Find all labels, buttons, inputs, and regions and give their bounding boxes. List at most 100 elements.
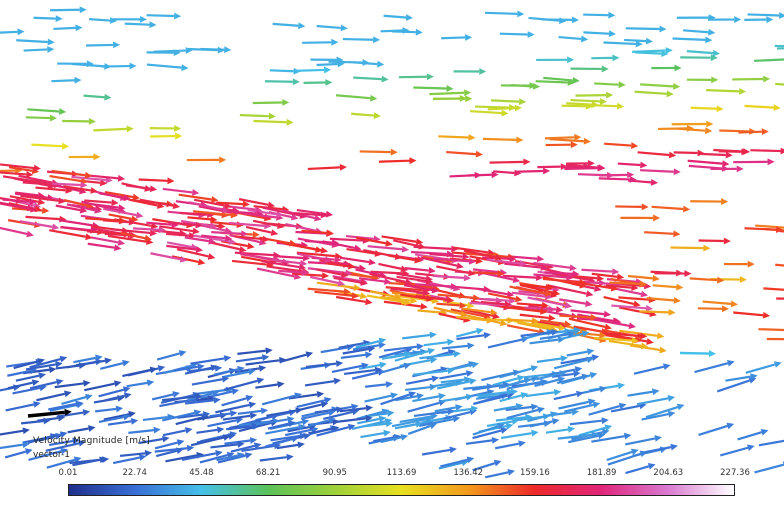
velocity-vector <box>394 347 436 362</box>
velocity-vector <box>307 287 352 295</box>
velocity-vector <box>640 82 681 90</box>
velocity-vector <box>606 448 639 462</box>
velocity-vector <box>166 244 204 253</box>
velocity-vector <box>381 235 424 246</box>
velocity-vector <box>412 367 455 376</box>
velocity-vector <box>76 357 113 367</box>
velocity-vector <box>119 449 153 457</box>
velocity-vector <box>690 105 724 113</box>
velocity-vector <box>758 328 784 332</box>
velocity-vector <box>210 441 245 449</box>
velocity-vector <box>53 24 83 32</box>
velocity-vector <box>307 163 347 171</box>
velocity-vector <box>278 269 310 277</box>
velocity-vector <box>69 456 110 465</box>
velocity-vector <box>68 153 101 161</box>
velocity-vector <box>499 392 529 403</box>
velocity-vector <box>222 412 258 421</box>
velocity-vector <box>690 198 729 205</box>
velocity-vector <box>237 407 269 415</box>
velocity-vector <box>611 304 654 312</box>
velocity-vector <box>238 198 276 209</box>
velocity-vector <box>149 125 182 132</box>
velocity-vector <box>190 355 232 365</box>
velocity-vector <box>196 426 225 434</box>
velocity-vector <box>2 198 37 206</box>
velocity-vector <box>725 373 758 382</box>
colorbar-tick-label: 204.63 <box>653 468 684 478</box>
velocity-vector <box>15 372 46 382</box>
velocity-vector <box>564 164 605 172</box>
velocity-vector <box>100 359 130 370</box>
velocity-vector <box>265 423 306 435</box>
velocity-vector <box>485 468 516 479</box>
velocity-vector <box>150 252 188 263</box>
velocity-vector <box>89 17 118 24</box>
velocity-vector <box>553 356 594 370</box>
velocity-vector <box>98 386 131 398</box>
velocity-vector <box>0 427 30 436</box>
velocity-vector <box>776 297 784 300</box>
colorbar-tick-label: 181.89 <box>586 468 617 478</box>
velocity-vector <box>536 56 575 64</box>
velocity-vector <box>295 401 329 412</box>
velocity-vector <box>673 149 705 157</box>
velocity-vector <box>558 398 596 410</box>
velocity-vector <box>676 14 716 22</box>
velocity-vector <box>577 171 614 179</box>
velocity-vector <box>615 203 649 211</box>
velocity-vector <box>90 236 126 246</box>
velocity-vector <box>84 380 122 392</box>
velocity-vector <box>632 47 673 54</box>
velocity-vector <box>252 219 285 230</box>
velocity-vector <box>766 337 784 341</box>
velocity-vector <box>575 91 614 99</box>
velocity-vector <box>380 391 417 406</box>
velocity-vector <box>578 424 613 437</box>
velocity-vector <box>20 194 66 205</box>
velocity-vector <box>173 363 205 372</box>
velocity-vector <box>588 402 627 416</box>
velocity-vector <box>499 31 535 38</box>
velocity-vector <box>637 151 677 159</box>
velocity-vector <box>35 186 73 194</box>
velocity-vector <box>643 443 678 454</box>
velocity-vector <box>564 401 601 413</box>
velocity-vector <box>553 390 584 401</box>
velocity-vector <box>181 450 223 462</box>
velocity-vector <box>514 167 551 175</box>
velocity-vector <box>342 345 376 355</box>
velocity-vector <box>316 423 356 437</box>
velocity-vector <box>581 268 620 275</box>
velocity-vector <box>433 95 473 103</box>
velocity-vector <box>713 148 751 155</box>
colorbar <box>68 484 735 496</box>
velocity-vector <box>50 6 87 14</box>
velocity-vector <box>0 28 25 36</box>
velocity-vector <box>87 242 122 252</box>
velocity-vector <box>558 35 589 43</box>
velocity-vector <box>261 392 303 406</box>
velocity-vector <box>439 370 474 380</box>
velocity-vector <box>658 124 694 132</box>
legend-subtitle: vector-1 <box>33 450 70 460</box>
velocity-vector <box>178 193 219 203</box>
velocity-vector <box>472 381 510 391</box>
velocity-vector <box>700 151 733 159</box>
velocity-vector <box>706 88 747 95</box>
velocity-vector <box>125 184 158 193</box>
velocity-vector <box>744 226 784 234</box>
velocity-vector <box>646 297 681 304</box>
colorbar-tick-label: 159.16 <box>520 468 550 478</box>
velocity-vector <box>421 446 457 456</box>
velocity-vector <box>634 90 674 98</box>
velocity-vector <box>586 102 625 110</box>
velocity-vector <box>403 284 440 294</box>
velocity-vector <box>539 331 575 340</box>
velocity-vector <box>775 82 784 86</box>
velocity-vector <box>645 403 685 419</box>
velocity-vector <box>698 422 735 437</box>
velocity-vector <box>537 163 568 171</box>
velocity-vector <box>391 416 433 428</box>
velocity-vector <box>267 420 296 430</box>
